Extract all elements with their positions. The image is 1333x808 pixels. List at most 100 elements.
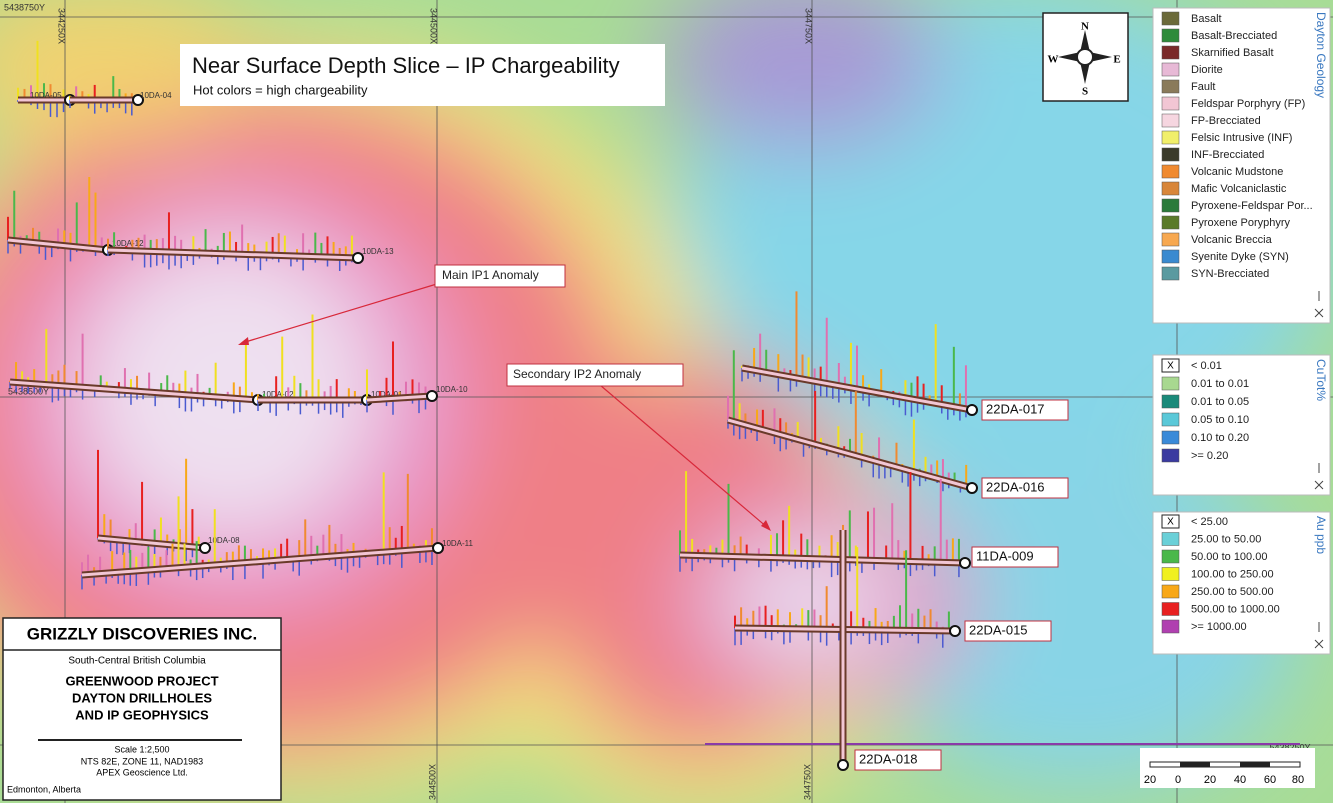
- title-block-frame: [2, 617, 282, 801]
- arrow: [599, 384, 769, 529]
- close-icon: [1314, 308, 1324, 318]
- compass-e: E: [1113, 54, 1120, 66]
- scale-label: 80: [1292, 774, 1304, 786]
- drillhole-trace: [7, 238, 109, 252]
- drillhole-trace: [741, 366, 973, 412]
- grid-label: 344500X: [427, 764, 437, 800]
- legend-label: 0.10 to 0.20: [1191, 432, 1249, 444]
- legend-swatch: [1161, 394, 1180, 409]
- legend-label: INF-Brecciated: [1191, 149, 1264, 161]
- legend-label: SYN-Brecciated: [1191, 268, 1269, 280]
- legend-swatch: [1161, 619, 1180, 634]
- label-box: [981, 399, 1069, 421]
- legend-label: 25.00 to 50.00: [1191, 533, 1261, 545]
- legend-label: Volcanic Breccia: [1191, 234, 1273, 246]
- legend-swatch: [1161, 62, 1180, 77]
- project: DAYTON DRILLHOLES: [72, 690, 212, 705]
- collar: [199, 542, 211, 554]
- label-box: [981, 477, 1069, 499]
- legend-label: 250.00 to 500.00: [1191, 586, 1274, 598]
- drillhole-label: 10DA-13: [362, 247, 394, 256]
- drillhole-label: 10DA-05: [30, 91, 62, 100]
- legend-label: 0.05 to 0.10: [1191, 414, 1249, 426]
- annotations: Main IP1 Anomaly Secondary IP2 Anomaly: [238, 264, 771, 531]
- legend-label: 50.00 to 100.00: [1191, 551, 1267, 563]
- grid-label: 344250X: [57, 8, 67, 44]
- legend-label: 500.00 to 1000.00: [1191, 603, 1280, 615]
- drillhole-trace: [107, 248, 359, 260]
- legend-swatch: [1161, 514, 1180, 529]
- author: APEX Geoscience Ltd.: [96, 767, 188, 777]
- legend-label: Felsic Intrusive (INF): [1191, 132, 1292, 144]
- drillhole-label: 22DA-017: [986, 401, 1045, 416]
- legend-label: FP-Brecciated: [1191, 115, 1261, 127]
- legend-label: Pyroxene Poryphyry: [1191, 217, 1291, 229]
- legend-label: 100.00 to 250.00: [1191, 568, 1274, 580]
- legend-label: Fault: [1191, 81, 1215, 93]
- legends: Dayton Geology Basalt Basalt-Brecciated Ska…: [1152, 7, 1331, 655]
- legend-title: CuTot%: [1314, 359, 1328, 401]
- compass-s: S: [1082, 86, 1088, 98]
- collar: [966, 404, 978, 416]
- legend-label: Basalt-Brecciated: [1191, 30, 1277, 42]
- legend-label: Basalt: [1191, 13, 1222, 25]
- region: South-Central British Columbia: [68, 656, 206, 667]
- drillhole-label: 11DA-009: [976, 548, 1034, 563]
- collar: [837, 759, 849, 771]
- legend-swatch: [1161, 130, 1180, 145]
- drillhole-label: 22DA-018: [859, 751, 918, 766]
- legend-title: Dayton Geology: [1314, 12, 1328, 98]
- legend-panel: [1152, 7, 1331, 324]
- legend-swatch: [1161, 412, 1180, 427]
- legend-swatch: [1161, 96, 1180, 111]
- scale-bar: 20 0 20 40 60 80: [1140, 748, 1315, 788]
- legend-swatch: [1161, 584, 1180, 599]
- grid-label: 344500X: [429, 8, 439, 44]
- label-box: [971, 546, 1059, 568]
- legend-label: < 0.01: [1191, 360, 1222, 372]
- title-background: [180, 44, 665, 106]
- drillholes: 10DA-05 10DA-04 10DA-12 10DA-13 10DA-02 10DA-…: [7, 40, 1069, 771]
- scale-label: 20: [1144, 774, 1156, 786]
- legend-swatch: [1161, 164, 1180, 179]
- collar: [426, 390, 438, 402]
- legend-swatch: [1161, 215, 1180, 230]
- compass-w: W: [1048, 54, 1059, 66]
- grid-label: 5438750Y: [4, 2, 45, 12]
- legend-label: Pyroxene-Feldspar Por...: [1191, 200, 1313, 212]
- annotation-box: [506, 363, 684, 387]
- scale: Scale 1:2,500: [114, 744, 169, 754]
- legend-swatch: [1161, 358, 1180, 373]
- legend-swatch: [1161, 11, 1180, 26]
- collar: [132, 94, 144, 106]
- compass-n: N: [1081, 21, 1089, 33]
- legend-swatch: [1161, 198, 1180, 213]
- legend-swatch: [1161, 113, 1180, 128]
- legend-swatch: [1161, 266, 1180, 281]
- scale-bar-track: [1149, 761, 1301, 768]
- collar: [966, 482, 978, 494]
- legend-label: Feldspar Porphyry (FP): [1191, 98, 1305, 110]
- legend-label: Volcanic Mudstone: [1191, 166, 1283, 178]
- legend-label: Mafic Volcaniclastic: [1191, 183, 1287, 195]
- legend-title: Au ppb: [1314, 516, 1328, 554]
- legend-label: Syenite Dyke (SYN): [1191, 251, 1289, 263]
- arrow-head: [761, 520, 771, 531]
- legend-swatch: [1161, 232, 1180, 247]
- drillhole-trace: [81, 546, 439, 577]
- legend-panel: [1152, 511, 1331, 655]
- location: Edmonton, Alberta: [7, 784, 81, 794]
- title-box: Near Surface Depth Slice – IP Chargeabil…: [180, 44, 665, 106]
- scale-bar-segment: [1180, 762, 1210, 767]
- scale-bar-background: [1140, 748, 1315, 788]
- drillhole-trace: [97, 536, 206, 550]
- scale-label: 20: [1204, 774, 1216, 786]
- legend-swatch: [1161, 181, 1180, 196]
- legend-swatch: [1161, 376, 1180, 391]
- scale-label: 0: [1175, 774, 1181, 786]
- drillhole-trace: [366, 394, 433, 402]
- collar: [959, 557, 971, 569]
- legend-swatch: [1161, 28, 1180, 43]
- drillhole-trace: [9, 380, 259, 402]
- project: AND IP GEOPHYSICS: [75, 707, 209, 722]
